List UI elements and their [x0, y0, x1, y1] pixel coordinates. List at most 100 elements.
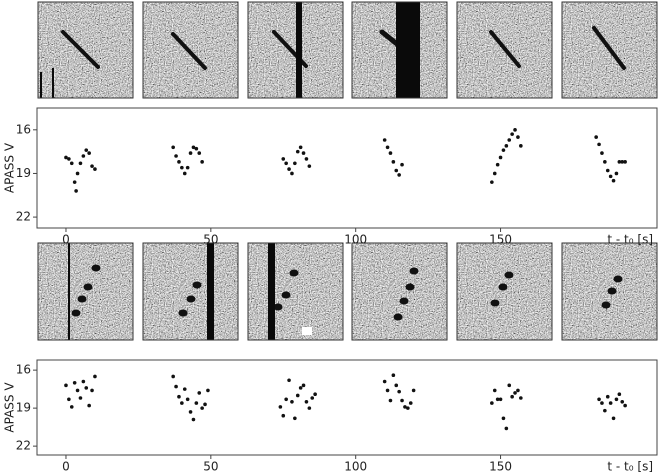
data-point: [171, 374, 175, 379]
data-point: [501, 416, 506, 421]
data-point: [510, 132, 514, 136]
data-point: [307, 164, 312, 168]
band: [268, 243, 275, 340]
data-point: [74, 189, 78, 193]
data-point: [519, 144, 523, 148]
blob: [405, 283, 415, 291]
blob: [399, 297, 409, 305]
data-point: [400, 162, 404, 167]
frame: [142, 242, 239, 341]
band: [52, 68, 54, 98]
frame: [142, 1, 239, 99]
y-axis-label: APASS V: [3, 382, 17, 433]
data-point: [313, 392, 317, 397]
thumbnail: [37, 1, 134, 99]
data-point: [284, 161, 288, 166]
data-point: [408, 401, 413, 405]
data-point: [78, 161, 83, 166]
data-point: [293, 416, 297, 421]
data-point: [287, 167, 291, 171]
data-point: [295, 149, 300, 154]
data-point: [391, 160, 396, 164]
blob: [504, 271, 514, 279]
y-tick-label: 16: [16, 363, 31, 377]
data-point: [400, 398, 404, 403]
data-point: [182, 387, 187, 391]
blob: [281, 291, 291, 299]
data-point: [490, 401, 494, 405]
data-point: [290, 400, 294, 404]
streak: [489, 30, 521, 68]
data-point: [388, 398, 393, 403]
x-tick-label: 0: [62, 460, 70, 474]
data-point: [504, 144, 509, 148]
blob: [186, 295, 196, 303]
data-point: [200, 160, 204, 164]
x-tick-label: 100: [344, 460, 367, 474]
data-point: [614, 171, 619, 176]
data-point: [194, 401, 199, 405]
thumbnail: [247, 242, 344, 341]
data-point: [510, 394, 514, 399]
y-tick-label: 22: [16, 210, 31, 224]
blob: [498, 283, 508, 291]
x-tick-label: 0: [62, 233, 70, 247]
data-point: [620, 400, 625, 404]
data-point: [397, 389, 401, 394]
blob: [71, 309, 81, 317]
data-point: [605, 394, 610, 399]
frame: [37, 1, 134, 99]
x-tick-label: 50: [203, 460, 218, 474]
data-point: [391, 373, 396, 378]
data-point: [301, 151, 306, 155]
band: [40, 72, 42, 98]
noise-image: [352, 243, 447, 340]
data-point: [171, 145, 175, 150]
data-point: [180, 165, 184, 170]
blob: [393, 313, 403, 321]
frame: [37, 242, 134, 341]
data-point: [504, 426, 509, 431]
blob: [91, 264, 101, 272]
thumbnail: [456, 1, 553, 99]
data-point: [197, 391, 202, 395]
blob: [607, 287, 617, 295]
data-point: [498, 397, 503, 402]
y-tick-label: 19: [16, 166, 31, 180]
data-point: [64, 383, 68, 388]
data-point: [617, 392, 622, 397]
data-point: [382, 379, 387, 384]
data-point: [492, 388, 497, 393]
frame: [351, 1, 448, 99]
frame: [351, 242, 448, 341]
data-point: [623, 160, 627, 164]
blob: [409, 267, 419, 275]
data-point: [290, 171, 294, 176]
data-point: [93, 167, 97, 171]
noise-image: [248, 2, 343, 98]
data-point: [411, 388, 416, 393]
plot-frame: [36, 107, 658, 229]
data-point: [203, 402, 207, 407]
x-tick-label: 50: [203, 233, 218, 247]
data-point: [191, 145, 196, 150]
data-point: [611, 416, 616, 421]
data-point: [90, 388, 94, 393]
data-point: [185, 397, 190, 402]
data-point: [301, 383, 306, 388]
data-point: [69, 405, 74, 409]
data-point: [72, 180, 77, 184]
data-point: [600, 151, 604, 155]
data-point: [382, 138, 387, 142]
x-axis-label: t - t₀ [s]: [607, 460, 653, 474]
thumbnails: [37, 1, 658, 341]
blob: [83, 283, 93, 291]
data-point: [93, 374, 97, 379]
data-point: [191, 417, 196, 422]
data-point: [507, 383, 512, 388]
data-point: [298, 145, 303, 150]
data-point: [87, 151, 91, 155]
streak: [171, 32, 207, 70]
data-point: [194, 146, 199, 151]
data-point: [597, 142, 601, 147]
